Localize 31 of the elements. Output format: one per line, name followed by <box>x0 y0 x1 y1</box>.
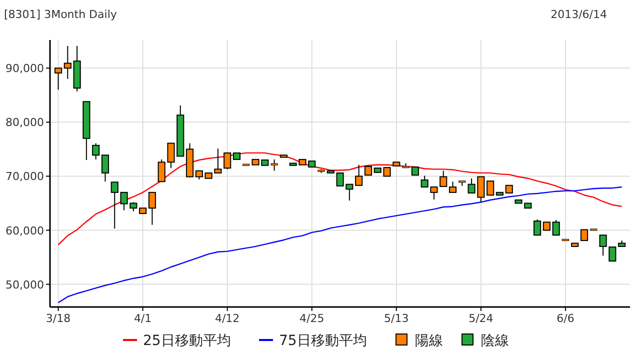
legend-label: 25日移動平均 <box>143 333 231 349</box>
x-tick-label: 4/1 <box>134 312 152 325</box>
y-tick-label: 80,000 <box>6 116 44 130</box>
candlestick <box>92 142 100 160</box>
candlestick <box>64 45 72 80</box>
y-tick-label: 90,000 <box>6 62 44 76</box>
chart-subtitle: 2013/6/14 <box>550 8 607 21</box>
x-tick-label: 6/6 <box>556 312 574 325</box>
legend-label: 75日移動平均 <box>279 333 367 349</box>
candlestick <box>534 218 542 236</box>
x-tick-label: 5/24 <box>468 312 494 325</box>
candlestick <box>486 180 494 196</box>
legend-label: 陽線 <box>415 333 443 349</box>
x-tick-label: 3/18 <box>46 312 71 325</box>
x-tick-label: 4/12 <box>214 312 240 325</box>
y-tick-label: 60,000 <box>6 224 44 238</box>
candlestick <box>448 181 457 193</box>
candlestick <box>580 229 588 242</box>
candlestick <box>101 154 110 182</box>
chart-title: [8301] 3Month Daily <box>4 8 118 21</box>
y-tick-label: 50,000 <box>6 278 44 292</box>
x-tick-label: 4/25 <box>300 312 324 325</box>
legend-label: 陰線 <box>481 333 509 349</box>
candlestick <box>148 192 156 226</box>
candlestick <box>552 219 560 236</box>
candlestick <box>54 68 62 90</box>
y-tick-label: 70,000 <box>6 170 44 184</box>
candlestick <box>224 152 232 170</box>
x-tick-label: 5/13 <box>384 312 409 325</box>
candlestick <box>355 164 363 186</box>
candlestick <box>270 158 278 172</box>
